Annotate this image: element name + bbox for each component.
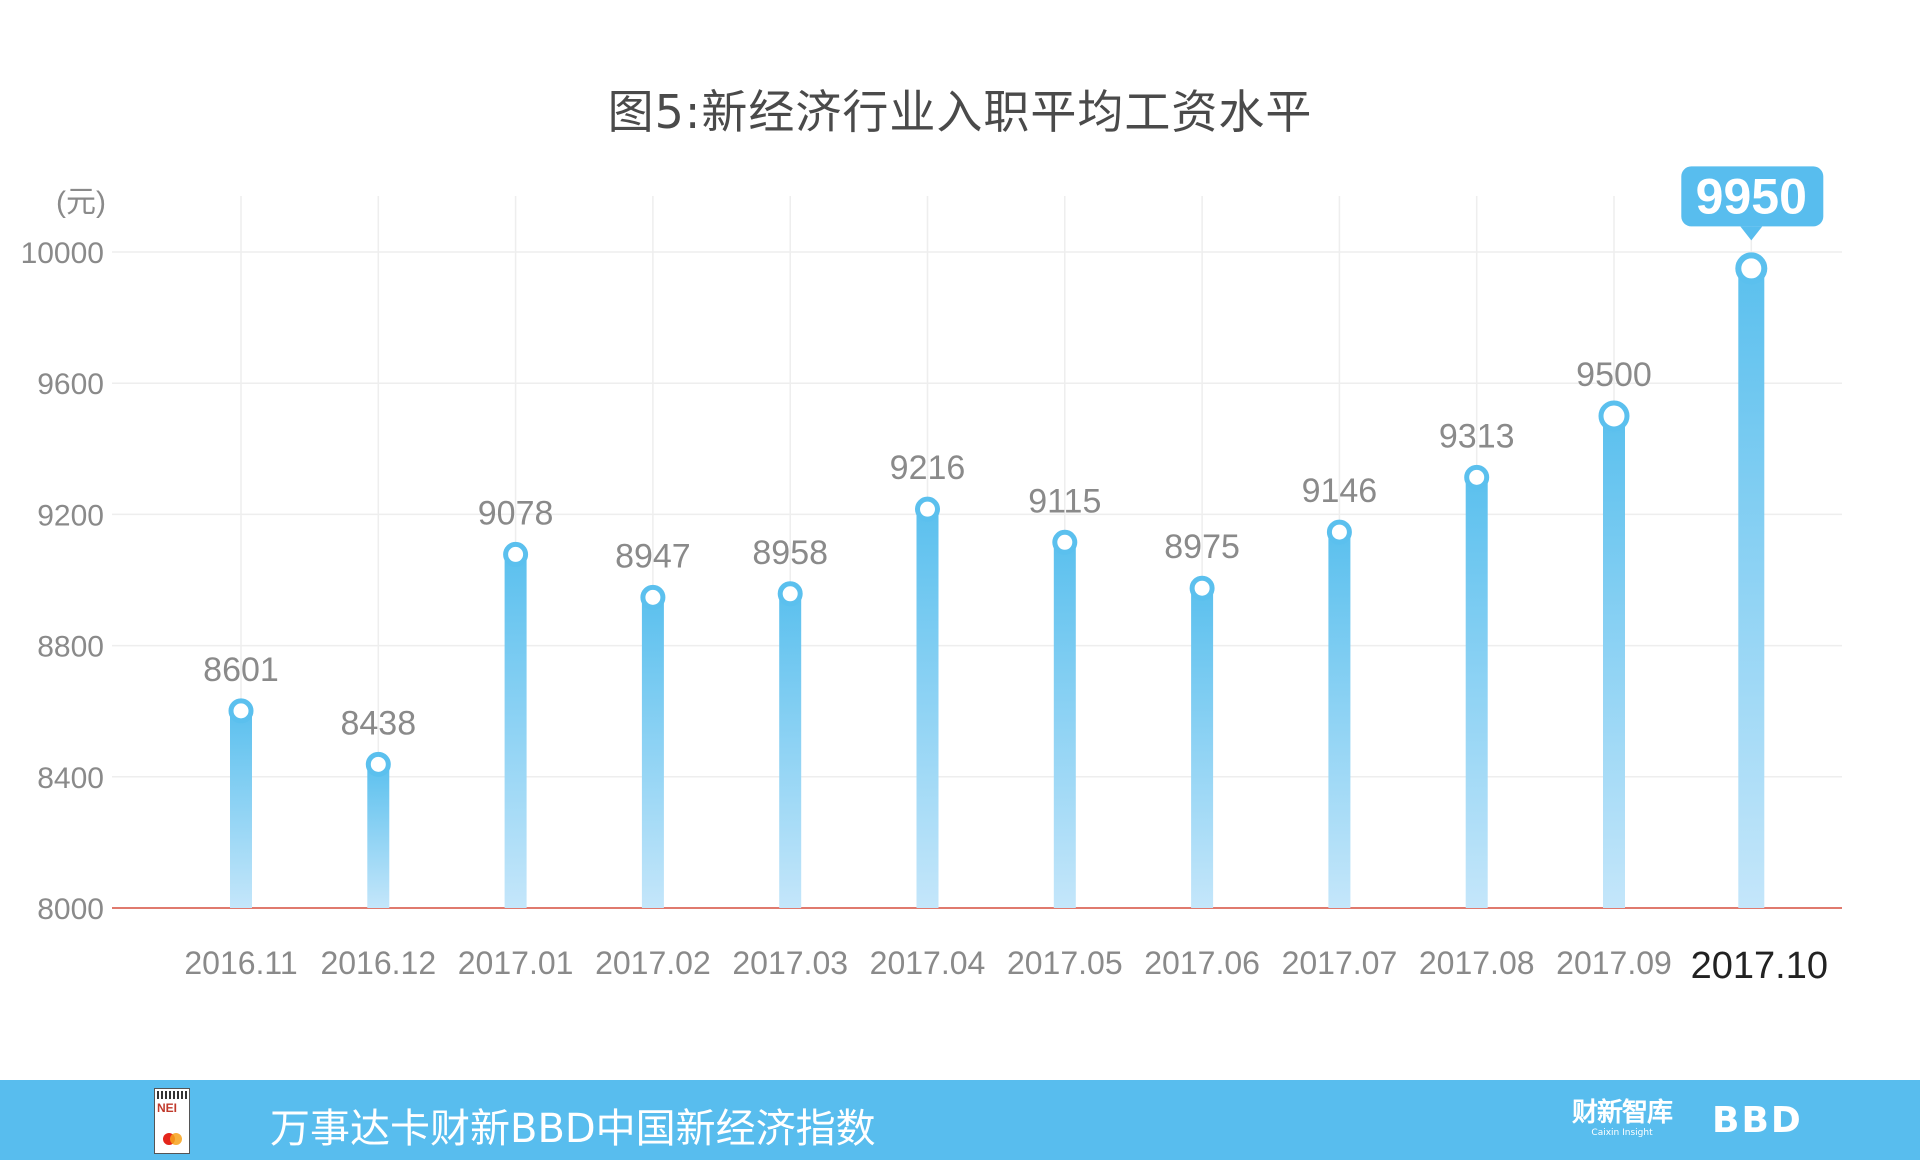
value-label: 8947 bbox=[615, 537, 691, 575]
y-tick-label: 8400 bbox=[37, 762, 104, 795]
bar-marker bbox=[777, 581, 803, 607]
labels: 8000 8400 8800 9200 9600 10000 8601 2016.11 8438… bbox=[21, 166, 1828, 987]
bar bbox=[1738, 268, 1765, 908]
value-label: 9216 bbox=[890, 449, 966, 487]
value-label: 8438 bbox=[340, 704, 416, 742]
value-label: 8975 bbox=[1164, 528, 1240, 566]
bar-marker bbox=[1052, 529, 1078, 555]
bar-marker bbox=[915, 496, 940, 522]
bar-marker bbox=[1464, 464, 1490, 490]
x-tick-label: 2017.06 bbox=[1144, 945, 1260, 981]
bar bbox=[504, 554, 527, 908]
bar bbox=[641, 597, 664, 908]
y-tick-label: 9600 bbox=[37, 368, 104, 401]
bar-marker bbox=[1189, 575, 1215, 601]
x-tick-label: 2017.02 bbox=[595, 945, 711, 981]
value-label: 9115 bbox=[1028, 482, 1101, 520]
bar-chart: 8000 8400 8800 9200 9600 10000 8601 2016.11 8438… bbox=[21, 166, 1842, 987]
y-tick-label: 8800 bbox=[37, 631, 104, 664]
x-tick-label: 2017.09 bbox=[1556, 945, 1672, 981]
highlight-callout-pointer bbox=[1740, 226, 1763, 241]
y-tick-label: 8000 bbox=[37, 893, 104, 926]
bar bbox=[1603, 416, 1625, 908]
nei-logo: NEI bbox=[154, 1088, 190, 1154]
y-unit-label: (元) bbox=[56, 186, 106, 219]
x-tick-label: 2017.01 bbox=[458, 945, 574, 981]
highlight-value-label: 9950 bbox=[1696, 168, 1807, 224]
bar-marker bbox=[1735, 252, 1768, 285]
footer-title: 万事达卡财新BBD中国新经济指数 bbox=[270, 1106, 876, 1152]
y-tick-label: 9200 bbox=[37, 499, 104, 532]
value-label: 8958 bbox=[752, 534, 828, 572]
chart-title: 图5:新经济行业入职平均工资水平 bbox=[607, 85, 1313, 139]
bar-marker bbox=[228, 698, 254, 724]
highlight-callout bbox=[1681, 166, 1824, 227]
value-label: 9146 bbox=[1302, 472, 1378, 510]
bar bbox=[916, 509, 939, 908]
footer-banner: NEI 万事达卡财新BBD中国新经济指数 财新智库 Caixin Insight… bbox=[0, 1080, 1920, 1160]
x-tick-label: 2016.12 bbox=[320, 945, 436, 981]
bar bbox=[1328, 532, 1351, 908]
bars bbox=[228, 252, 1768, 908]
bbd-logo: BBD bbox=[1712, 1100, 1803, 1141]
caixin-insight-logo: 财新智库 Caixin Insight bbox=[1571, 1098, 1673, 1138]
bar bbox=[1191, 588, 1214, 908]
bar-marker bbox=[503, 541, 529, 567]
x-tick-label: 2017.10 bbox=[1691, 945, 1828, 987]
bar-marker bbox=[640, 584, 666, 610]
bar-marker bbox=[365, 751, 391, 777]
bar bbox=[1053, 542, 1076, 908]
x-tick-label: 2017.08 bbox=[1419, 945, 1535, 981]
value-label: 9078 bbox=[478, 494, 554, 532]
bar-marker bbox=[1598, 400, 1630, 432]
x-tick-label: 2017.07 bbox=[1282, 945, 1398, 981]
value-label: 9313 bbox=[1439, 417, 1515, 455]
bar bbox=[367, 764, 390, 908]
bar-marker bbox=[1326, 519, 1352, 545]
value-label: 8601 bbox=[203, 651, 279, 689]
bar bbox=[779, 593, 802, 908]
x-tick-label: 2017.03 bbox=[732, 945, 848, 981]
bar bbox=[230, 710, 252, 908]
bar bbox=[1465, 477, 1488, 908]
x-tick-label: 2017.05 bbox=[1007, 945, 1123, 981]
x-tick-label: 2016.11 bbox=[184, 945, 297, 981]
x-tick-label: 2017.04 bbox=[870, 945, 986, 981]
y-tick-label: 10000 bbox=[21, 237, 104, 270]
value-label: 9500 bbox=[1576, 356, 1652, 394]
